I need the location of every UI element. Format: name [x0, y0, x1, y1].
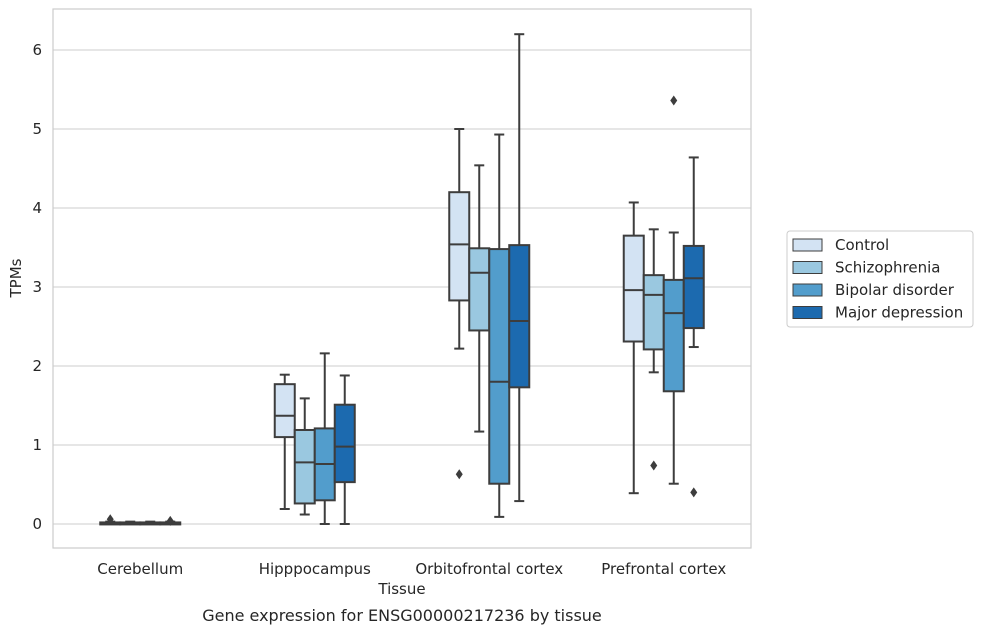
box-iqr: [293, 428, 316, 505]
box-2-0: [139, 520, 162, 526]
box-iqr: [468, 247, 491, 332]
box-0-0: [99, 514, 122, 526]
x-tick-label: Cerebellum: [97, 560, 183, 578]
box-3-1: [333, 374, 356, 525]
box-0-3: [622, 201, 645, 495]
legend-frame: [786, 230, 974, 328]
plot-frame: [52, 8, 752, 549]
chart-title: Gene expression for ENSG00000217236 by t…: [202, 606, 602, 625]
outlier-point: [166, 515, 174, 526]
legend-swatch: [792, 283, 823, 297]
y-tick-label: 1: [32, 436, 42, 454]
box-1-3: [642, 228, 665, 471]
legend-label: Major depression: [835, 304, 963, 322]
box-iqr: [508, 244, 531, 389]
box-0-2: [448, 128, 471, 480]
box-layer: [99, 33, 705, 526]
box-0-1: [273, 373, 296, 510]
x-tick-label: Hipppocampus: [259, 560, 371, 578]
box-iqr: [642, 274, 665, 351]
box-3-0: [159, 515, 182, 526]
box-3-2: [508, 33, 531, 503]
y-tick-label: 6: [32, 41, 42, 59]
x-tick-labels: Cerebellum Hipppocampus Orbitofrontal cort…: [97, 560, 726, 578]
legend-label: Control: [835, 236, 889, 254]
y-tick-label: 4: [32, 199, 42, 217]
box-iqr: [273, 383, 296, 439]
legend-swatch: [792, 238, 823, 252]
box-2-2: [488, 133, 511, 518]
legend-label: Schizophrenia: [835, 259, 940, 277]
legend-label: Bipolar disorder: [835, 281, 955, 299]
y-tick-label: 5: [32, 120, 42, 138]
box-iqr: [622, 234, 645, 343]
box-iqr: [682, 244, 705, 330]
grid-lines: [53, 49, 751, 525]
box-2-3: [662, 95, 685, 485]
box-1-2: [468, 164, 491, 433]
y-tick-label: 0: [32, 515, 42, 533]
x-axis-label: Tissue: [377, 580, 425, 598]
y-tick-label: 3: [32, 278, 42, 296]
outlier-point: [106, 514, 114, 525]
y-axis-label: TPMs: [7, 258, 25, 298]
outlier-point: [670, 95, 678, 106]
outlier-point: [690, 487, 698, 498]
legend-swatch: [792, 261, 823, 274]
outlier-point: [455, 469, 463, 480]
outlier-point: [650, 460, 658, 471]
box-2-1: [313, 352, 336, 525]
x-tick-label: Orbitofrontal cortex: [415, 560, 563, 578]
box-1-0: [119, 520, 142, 526]
box-iqr: [488, 248, 511, 485]
legend: Control Schizophrenia Bipolar disorder Majo…: [786, 230, 974, 328]
x-tick-label: Prefrontal cortex: [601, 560, 726, 578]
legend-swatch: [792, 306, 823, 319]
box-iqr: [662, 278, 685, 393]
box-iqr: [448, 191, 471, 302]
y-tick-label: 2: [32, 357, 42, 375]
box-3-3: [682, 156, 705, 498]
y-tick-labels: 0 1 2 3 4 5 6: [32, 41, 42, 533]
box-iqr: [333, 403, 356, 484]
box-1-1: [293, 397, 316, 516]
